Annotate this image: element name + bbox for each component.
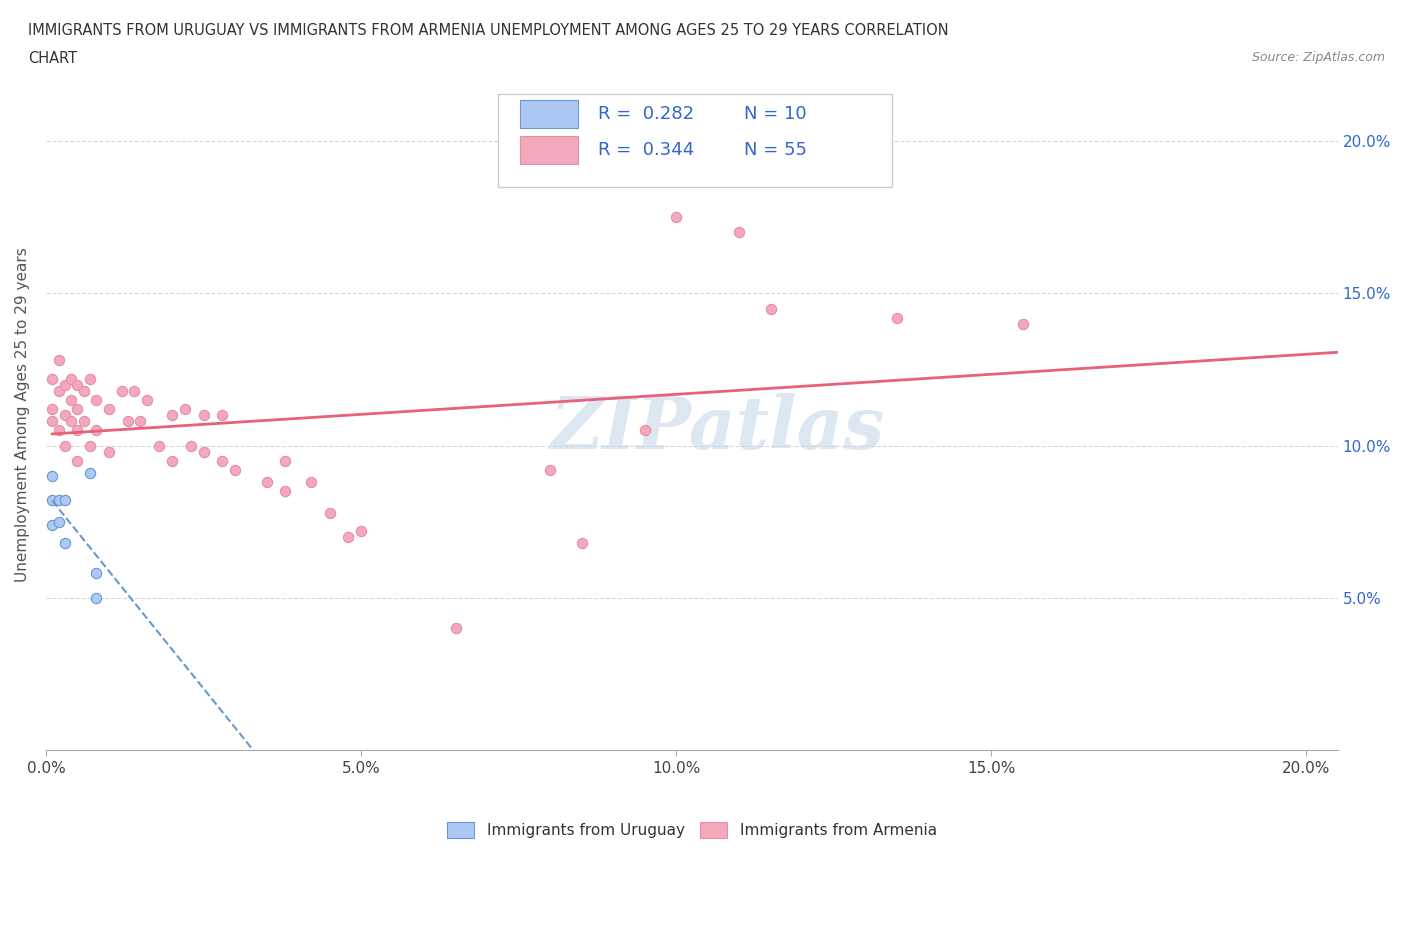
Text: Source: ZipAtlas.com: Source: ZipAtlas.com <box>1251 51 1385 64</box>
Point <box>728 225 751 240</box>
Point <box>665 209 688 224</box>
Point <box>73 414 96 429</box>
Point <box>256 474 278 489</box>
Point <box>48 352 70 367</box>
Point <box>98 402 121 417</box>
Point <box>211 407 233 422</box>
Point <box>66 378 89 392</box>
Point <box>633 423 655 438</box>
Point <box>79 371 101 386</box>
Point <box>79 438 101 453</box>
Point <box>48 493 70 508</box>
Point <box>53 438 76 453</box>
Y-axis label: Unemployment Among Ages 25 to 29 years: Unemployment Among Ages 25 to 29 years <box>15 247 30 582</box>
Point <box>122 383 145 398</box>
Point <box>337 529 360 544</box>
Point <box>66 453 89 468</box>
Point <box>117 414 139 429</box>
Text: CHART: CHART <box>28 51 77 66</box>
Point <box>73 383 96 398</box>
Point <box>86 392 108 407</box>
Point <box>66 402 89 417</box>
Point <box>41 517 63 532</box>
Point <box>48 514 70 529</box>
Point <box>86 591 108 605</box>
Point <box>86 566 108 581</box>
Point <box>274 484 297 498</box>
Point <box>53 536 76 551</box>
Point <box>180 438 202 453</box>
Point <box>759 301 782 316</box>
Point <box>224 462 246 477</box>
Text: R =  0.344: R = 0.344 <box>598 140 693 159</box>
Point <box>1011 316 1033 331</box>
Point <box>41 414 63 429</box>
Point <box>318 505 340 520</box>
Point <box>444 621 467 636</box>
Point <box>135 392 157 407</box>
Point <box>350 524 373 538</box>
Point <box>41 493 63 508</box>
Point <box>48 383 70 398</box>
Point <box>148 438 170 453</box>
Point <box>53 407 76 422</box>
Text: IMMIGRANTS FROM URUGUAY VS IMMIGRANTS FROM ARMENIA UNEMPLOYMENT AMONG AGES 25 TO: IMMIGRANTS FROM URUGUAY VS IMMIGRANTS FR… <box>28 23 949 38</box>
FancyBboxPatch shape <box>498 94 891 187</box>
Point <box>60 392 83 407</box>
Text: ZIPatlas: ZIPatlas <box>551 393 884 464</box>
Point <box>41 402 63 417</box>
Point <box>53 493 76 508</box>
Bar <box>520 136 578 164</box>
Text: N = 10: N = 10 <box>744 105 806 124</box>
Point <box>48 423 70 438</box>
Point <box>886 311 908 325</box>
Point <box>41 371 63 386</box>
Point <box>160 453 183 468</box>
Point <box>538 462 561 477</box>
Text: R =  0.282: R = 0.282 <box>598 105 693 124</box>
Point <box>66 423 89 438</box>
Point <box>98 445 121 459</box>
Point <box>86 423 108 438</box>
Point <box>41 469 63 484</box>
Point <box>274 453 297 468</box>
Bar <box>520 100 578 128</box>
Point <box>571 536 593 551</box>
Point <box>60 414 83 429</box>
Point <box>173 402 195 417</box>
Point <box>193 407 215 422</box>
Point <box>211 453 233 468</box>
Point <box>110 383 132 398</box>
Point <box>53 378 76 392</box>
Point <box>193 445 215 459</box>
Legend: Immigrants from Uruguay, Immigrants from Armenia: Immigrants from Uruguay, Immigrants from… <box>439 815 945 846</box>
Point <box>160 407 183 422</box>
Point <box>79 466 101 481</box>
Point <box>60 371 83 386</box>
Point <box>129 414 152 429</box>
Point <box>299 474 322 489</box>
Text: N = 55: N = 55 <box>744 140 807 159</box>
